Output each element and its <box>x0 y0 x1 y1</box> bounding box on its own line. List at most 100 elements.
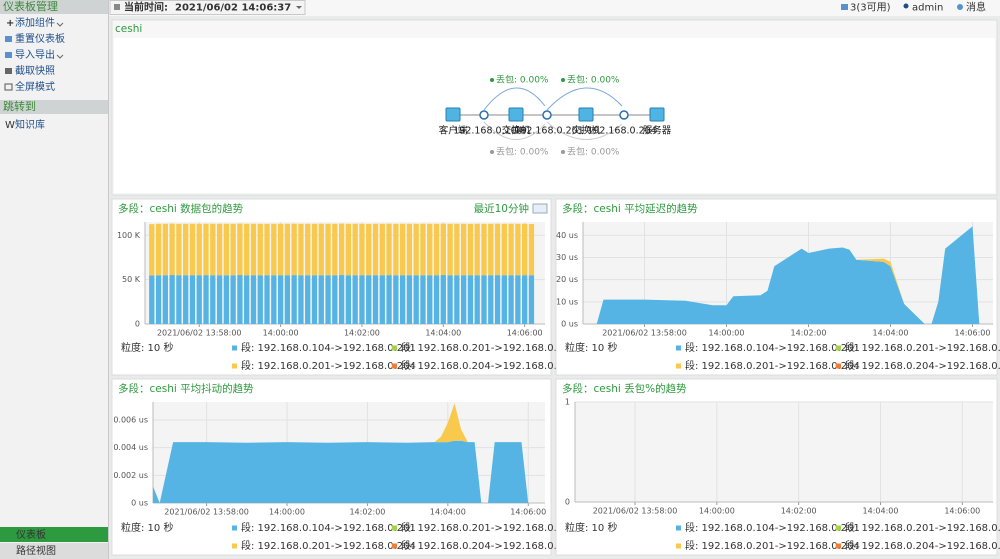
granularity: 粒度: 10 秒 <box>121 521 173 534</box>
bar-segment <box>406 223 413 276</box>
y-tick-label: 0 us <box>131 499 148 508</box>
header <box>109 0 1000 16</box>
menu-item[interactable]: 知识库 <box>15 118 45 131</box>
bar-segment <box>488 275 494 324</box>
bar-segment <box>406 275 413 324</box>
legend-swatch <box>232 525 237 531</box>
x-tick-label: 14:00:00 <box>699 507 735 516</box>
bar-segment <box>467 223 474 276</box>
y-tick-label: 40 us <box>556 231 578 240</box>
x-tick-label: 2021/06/02 13:58:00 <box>593 507 678 516</box>
node-icon[interactable] <box>445 107 461 122</box>
bar-segment <box>203 275 209 324</box>
legend-label[interactable]: 段: 192.168.0.201->192.168.0.104 <box>845 341 1000 354</box>
menu-item[interactable]: 导入导出 <box>15 48 55 61</box>
menu-item[interactable]: 重置仪表板 <box>15 32 65 45</box>
bar-segment <box>216 223 223 276</box>
range-button[interactable] <box>532 203 548 214</box>
address-label: 192.168.0.204 <box>587 126 657 137</box>
bar-segment <box>298 275 304 324</box>
menu-item[interactable]: 截取快照 <box>15 64 55 77</box>
legend-label[interactable]: 段: 192.168.0.204->192.168.0.201 <box>845 359 1000 372</box>
menu-item[interactable]: 全屏模式 <box>15 80 55 93</box>
legend-label[interactable]: 段: 192.168.0.204->192.168.0.201 <box>401 539 576 552</box>
tab-active[interactable] <box>0 527 108 542</box>
legend-label[interactable]: 段: 192.168.0.204->192.168.0.201 <box>845 539 1000 552</box>
probe-point[interactable] <box>619 110 629 120</box>
x-tick-label: 14:02:00 <box>781 507 817 516</box>
bar-segment <box>169 223 175 276</box>
legend-label[interactable]: 段: 192.168.0.104->192.168.0.201 <box>241 341 416 354</box>
legend-label[interactable]: 段: 192.168.0.104->192.168.0.201 <box>241 521 416 534</box>
y-tick-label: 100 K <box>117 231 141 240</box>
loss-label: 丢包: 0.00% <box>496 74 549 86</box>
bar-segment <box>244 223 250 276</box>
bar-segment <box>169 275 175 324</box>
bar-segment <box>271 223 277 276</box>
panel-title: ceshi <box>115 23 142 35</box>
bar-segment <box>237 275 243 324</box>
time-range[interactable]: 最近10分钟 <box>474 202 529 215</box>
y-tick-label: 0 <box>565 498 570 507</box>
legend-label[interactable]: 段: 192.168.0.201->192.168.0.204 <box>685 539 860 552</box>
x-tick-label: 2021/06/02 13:58:00 <box>164 508 249 517</box>
time-icon <box>114 4 120 10</box>
x-tick-label: 14:04:00 <box>430 508 466 517</box>
bar-segment <box>183 223 189 276</box>
bar-segment <box>284 223 291 276</box>
granularity: 粒度: 10 秒 <box>565 341 617 354</box>
bar-segment <box>155 223 162 276</box>
legend-label[interactable]: 段: 192.168.0.201->192.168.0.104 <box>401 521 576 534</box>
bar-segment <box>359 223 365 276</box>
legend-label[interactable]: 段: 192.168.0.204->192.168.0.201 <box>401 359 576 372</box>
address-label: 192.168.0.201 <box>514 126 584 137</box>
legend-label[interactable]: 段: 192.168.0.104->192.168.0.201 <box>685 521 860 534</box>
bar-segment <box>345 223 352 276</box>
legend-label[interactable]: 段: 192.168.0.201->192.168.0.104 <box>401 341 576 354</box>
bar-segment <box>183 275 189 324</box>
x-tick-label: 14:04:00 <box>873 329 909 338</box>
tab[interactable] <box>0 543 108 559</box>
bar-segment <box>244 275 250 324</box>
bar-segment <box>250 275 257 324</box>
user-name[interactable]: admin <box>912 3 943 14</box>
bar-segment <box>311 223 318 276</box>
messages[interactable]: 消息 <box>966 1 986 14</box>
dropdown-arrow <box>56 54 64 59</box>
legend-label[interactable]: 段: 192.168.0.201->192.168.0.104 <box>845 521 1000 534</box>
probe-point[interactable] <box>542 110 552 120</box>
status-dot <box>490 150 494 154</box>
bar-segment <box>494 275 501 324</box>
probe-point[interactable] <box>479 110 489 120</box>
node-icon[interactable] <box>578 107 594 122</box>
bar-segment <box>271 275 277 324</box>
bar-segment <box>522 223 528 276</box>
link-arc <box>546 87 623 111</box>
bar-segment <box>230 275 236 324</box>
bar-segment <box>210 275 216 324</box>
node-icon[interactable] <box>508 107 524 122</box>
bar-segment <box>332 223 338 276</box>
legend-label[interactable]: 段: 192.168.0.201->192.168.0.204 <box>685 359 860 372</box>
legend-swatch <box>836 363 841 369</box>
bar-segment <box>508 275 514 324</box>
legend-swatch <box>392 543 397 549</box>
legend-swatch <box>232 543 237 549</box>
legend-label[interactable]: 段: 192.168.0.201->192.168.0.204 <box>241 359 416 372</box>
node-label: 服务器 <box>643 125 672 137</box>
x-tick-label: 14:02:00 <box>791 329 827 338</box>
legend-label[interactable]: 段: 192.168.0.201->192.168.0.204 <box>241 539 416 552</box>
node-label: 客户端 <box>439 125 468 137</box>
legend-label[interactable]: 段: 192.168.0.104->192.168.0.201 <box>685 341 860 354</box>
x-tick-label: 14:06:00 <box>955 329 991 338</box>
menu-item[interactable]: 添加组件 <box>15 16 55 29</box>
x-tick-label: 14:06:00 <box>510 508 546 517</box>
area <box>596 226 980 324</box>
legend-swatch <box>392 363 397 369</box>
node-icon[interactable] <box>649 107 665 122</box>
legend-swatch <box>836 345 841 351</box>
probe-count[interactable]: 3(3可用) <box>850 3 891 14</box>
time-box[interactable] <box>109 0 306 15</box>
bar-segment <box>488 223 494 276</box>
